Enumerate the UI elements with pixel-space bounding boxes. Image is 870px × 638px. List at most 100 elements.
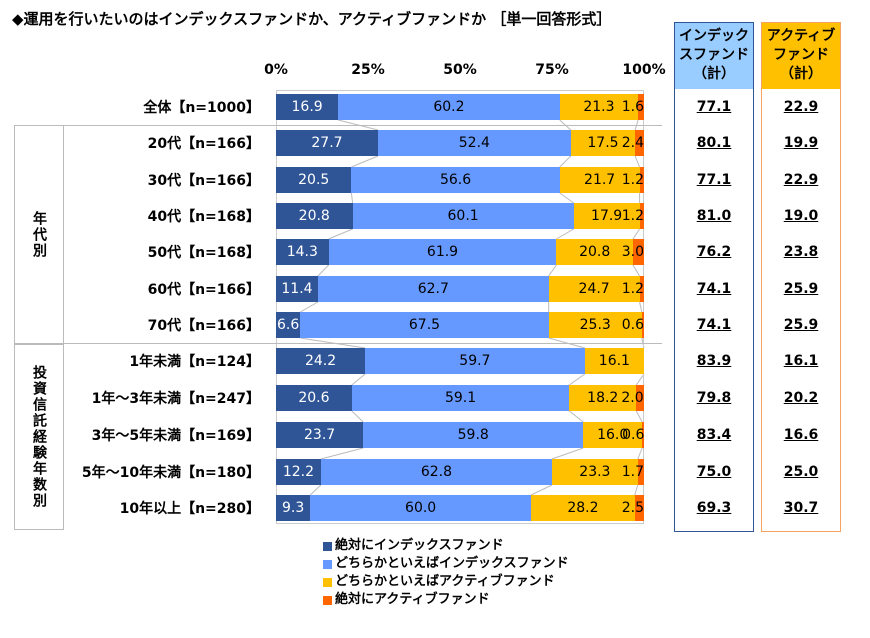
summary-column: アクティブ ファンド （計）: [761, 22, 841, 532]
series-line: [351, 155, 379, 168]
legend-label: 絶対にアクティブファンド: [335, 592, 490, 607]
separator: [14, 343, 662, 344]
row-label: 全体【n=1000】: [143, 100, 260, 116]
legend-swatch: [323, 559, 332, 569]
summary-column: インデック スファンド （計）: [674, 22, 754, 532]
series-line: [551, 447, 584, 460]
row-label: 30代【n=166】: [147, 173, 260, 189]
summary-value: 23.8: [783, 244, 819, 260]
bar-segment: 56.6: [351, 167, 560, 193]
legend: 絶対にインデックスファンド どちらかといえばインデックスファンド どちらかといえばア…: [323, 537, 569, 609]
summary-value: 30.7: [783, 500, 819, 516]
summary-value: 19.0: [783, 208, 819, 224]
row-label: 50代【n=168】: [147, 245, 260, 261]
bar-segment: 16.0: [583, 422, 643, 448]
bar-segment: 20.5: [276, 167, 352, 193]
bar-segment: 21.3: [559, 94, 639, 120]
bar-segment: 18.2: [569, 385, 637, 411]
summary-value: 77.1: [696, 99, 732, 115]
series-line: [639, 301, 643, 313]
legend-item: どちらかといえばアクティブファンド: [323, 573, 569, 591]
bar-segment: 67.5: [300, 312, 549, 338]
bar-segment: 12.2: [276, 459, 321, 485]
legend-label: どちらかといえばインデックスファンド: [335, 556, 569, 571]
summary-header: インデック スファンド （計）: [675, 23, 753, 89]
bar-segment: 62.7: [317, 276, 549, 302]
bar-segment: 1.2: [622, 203, 644, 229]
summary-value: 75.0: [696, 464, 732, 480]
bar-segment: 61.9: [328, 239, 557, 265]
summary-value: 79.8: [696, 390, 732, 406]
series-line: [328, 228, 353, 240]
row-label: 70代【n=166】: [147, 318, 260, 334]
bar-segment: 23.7: [276, 422, 364, 448]
bar-segment: 2.4: [622, 130, 644, 156]
summary-value: 22.9: [783, 172, 819, 188]
legend-swatch: [323, 541, 332, 551]
series-line: [320, 447, 364, 460]
legend-item: どちらかといえばインデックスファンド: [323, 555, 569, 573]
plot-frame: [276, 90, 644, 524]
series-line: [548, 264, 557, 277]
bar-segment: 60.1: [352, 203, 574, 229]
group-label-box: 投資信託経験年数別: [14, 343, 64, 530]
bar-segment: 17.9: [573, 203, 640, 229]
summary-value: 25.9: [783, 317, 819, 333]
series-line: [637, 447, 643, 460]
series-line: [351, 373, 366, 386]
row-label: 5年～10年未満【n=180】: [81, 465, 260, 481]
series-line: [559, 155, 572, 168]
series-line: [635, 410, 643, 423]
series-line: [317, 264, 329, 277]
series-line: [530, 484, 553, 496]
summary-value: 20.2: [783, 390, 819, 406]
series-line: [351, 410, 364, 423]
bar-segment: 59.1: [351, 385, 570, 411]
bar-segment: 1.7: [622, 459, 644, 485]
summary-value: 16.6: [783, 427, 819, 443]
series-line: [300, 301, 319, 313]
series-line: [568, 410, 584, 423]
bar-segment: 52.4: [377, 130, 571, 156]
series-line: [559, 192, 575, 204]
tick-label: 25%: [351, 62, 385, 78]
summary-value: 83.9: [696, 353, 732, 369]
legend-label: どちらかといえばアクティブファンド: [335, 574, 555, 589]
series-line: [632, 264, 641, 277]
series-line: [350, 192, 354, 204]
bar-segment: 9.3: [276, 495, 311, 521]
summary-value: 74.1: [696, 281, 732, 297]
series-line: [309, 484, 322, 496]
series-line: [635, 373, 645, 386]
bar-segment: 2.0: [621, 385, 644, 411]
summary-value: 74.1: [696, 317, 732, 333]
legend-swatch: [323, 577, 332, 587]
bar-segment: 62.8: [320, 459, 552, 485]
row-label: 10年以上【n=280】: [119, 501, 260, 517]
bar-segment: 0.6: [622, 312, 644, 338]
bar-segment: 60.2: [338, 94, 560, 120]
bar-segment: 2.5: [622, 495, 644, 521]
bar-segment: 28.2: [531, 495, 635, 521]
summary-value: 16.1: [783, 353, 819, 369]
separator: [14, 125, 662, 126]
summary-value: 25.0: [783, 464, 819, 480]
bar-segment: 20.8: [556, 239, 633, 265]
tick-label: 100%: [622, 62, 666, 78]
series-line: [556, 228, 574, 240]
bar-segment: 24.7: [548, 276, 640, 302]
summary-value: 80.1: [696, 135, 732, 151]
bar-segment: 25.3: [548, 312, 642, 338]
series-line: [634, 484, 639, 496]
legend-item: 絶対にインデックスファンド: [323, 537, 569, 555]
summary-value: 77.1: [696, 172, 732, 188]
bar-segment: 6.6: [276, 312, 301, 338]
series-line: [569, 373, 586, 386]
tick-label: 75%: [535, 62, 569, 78]
tick-label: 0%: [264, 62, 288, 78]
tick-label: 50%: [443, 62, 477, 78]
bar-segment: 60.0: [310, 495, 532, 521]
row-label: 3年～5年未満【n=169】: [91, 428, 260, 444]
summary-value: 19.9: [783, 135, 819, 151]
